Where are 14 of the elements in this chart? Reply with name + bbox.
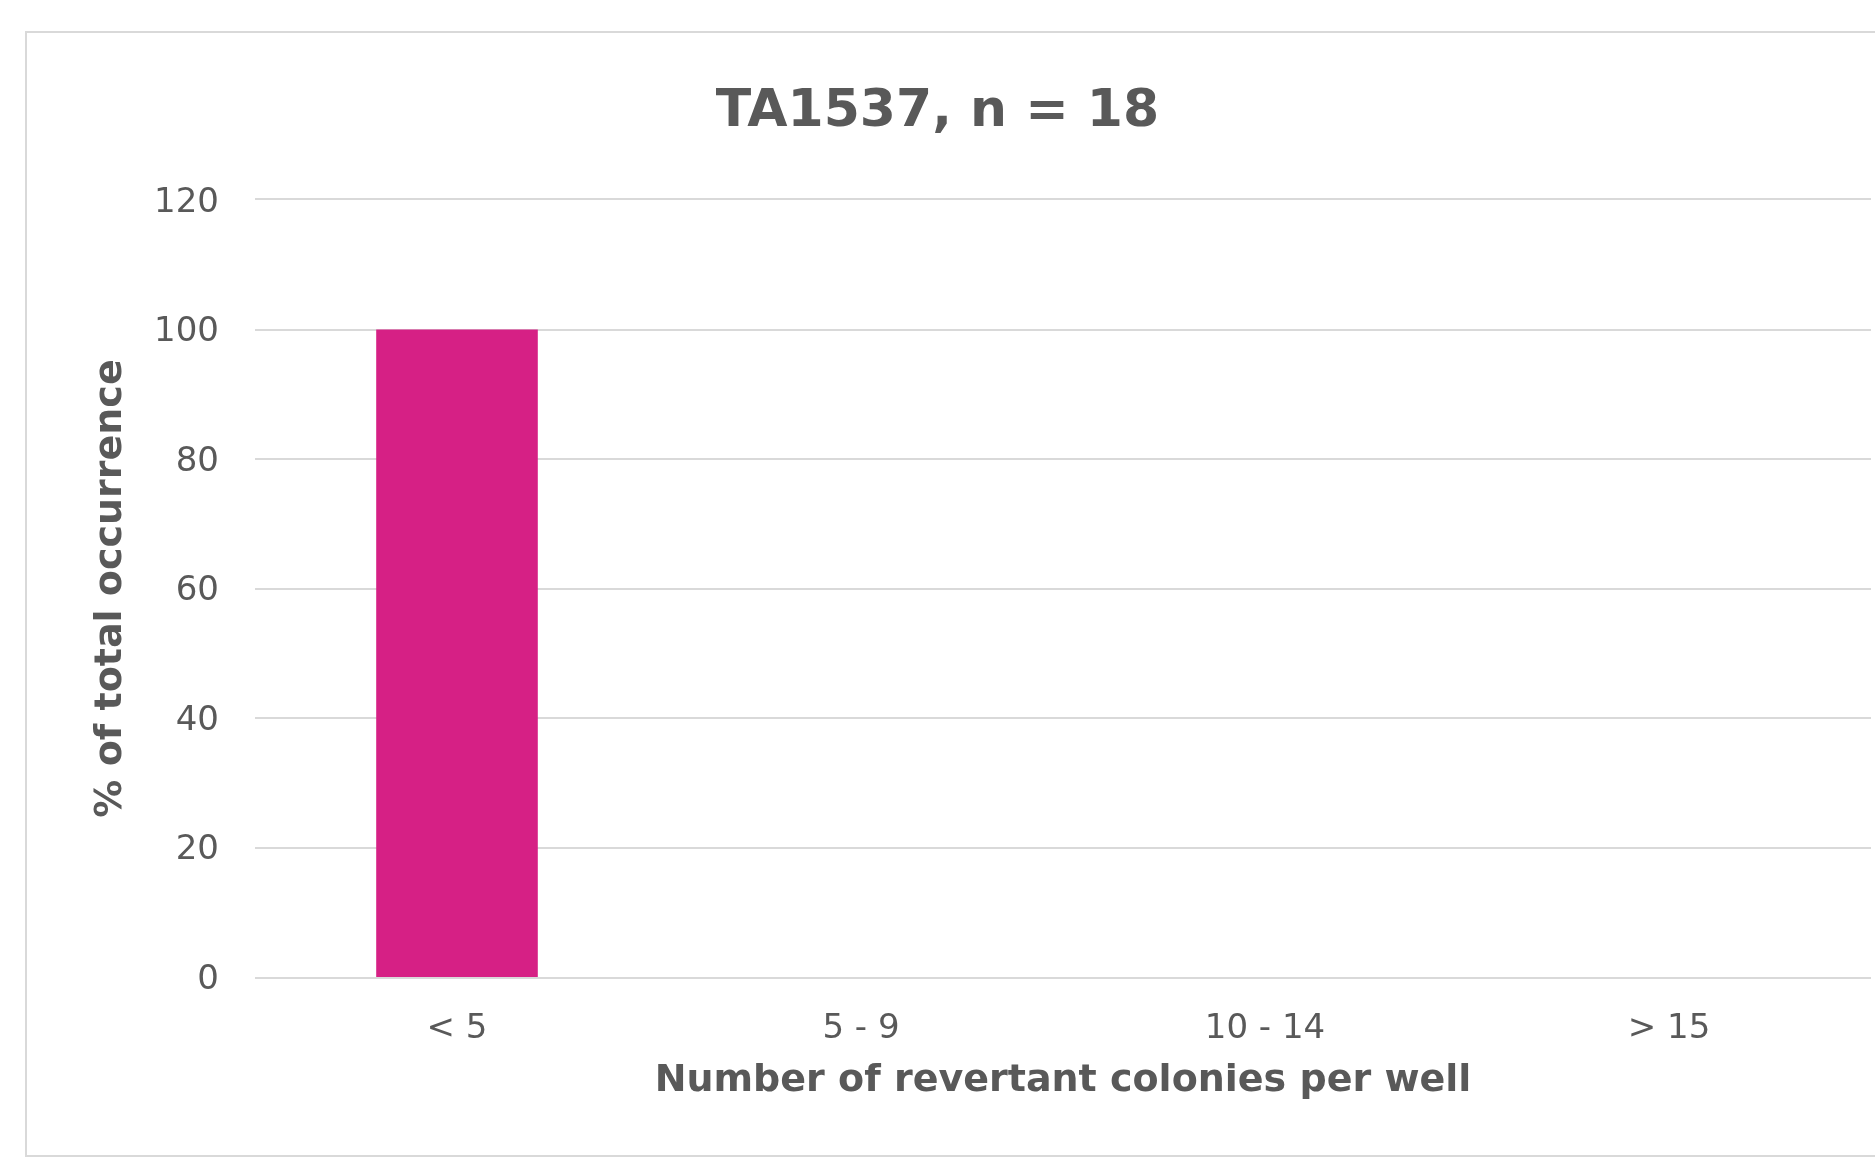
x-tick-label: < 5 bbox=[426, 1005, 488, 1046]
x-tick-label: 10 - 14 bbox=[1204, 1005, 1326, 1046]
y-tick-label: 20 bbox=[175, 827, 219, 868]
y-tick-label: 120 bbox=[154, 179, 219, 220]
x-tick-label: 5 - 9 bbox=[822, 1005, 900, 1046]
x-axis-title: Number of revertant colonies per well bbox=[654, 1056, 1472, 1101]
y-axis-title: % of total occurrence bbox=[86, 359, 131, 818]
y-tick-label: 80 bbox=[175, 438, 219, 479]
y-tick-label: 0 bbox=[197, 956, 219, 997]
y-tick-label: 40 bbox=[175, 697, 219, 738]
y-tick-label: 60 bbox=[175, 568, 219, 609]
x-tick-label: > 15 bbox=[1627, 1005, 1711, 1046]
chart-title: TA1537, n = 18 bbox=[715, 78, 1160, 139]
y-tick-label: 100 bbox=[154, 309, 219, 350]
